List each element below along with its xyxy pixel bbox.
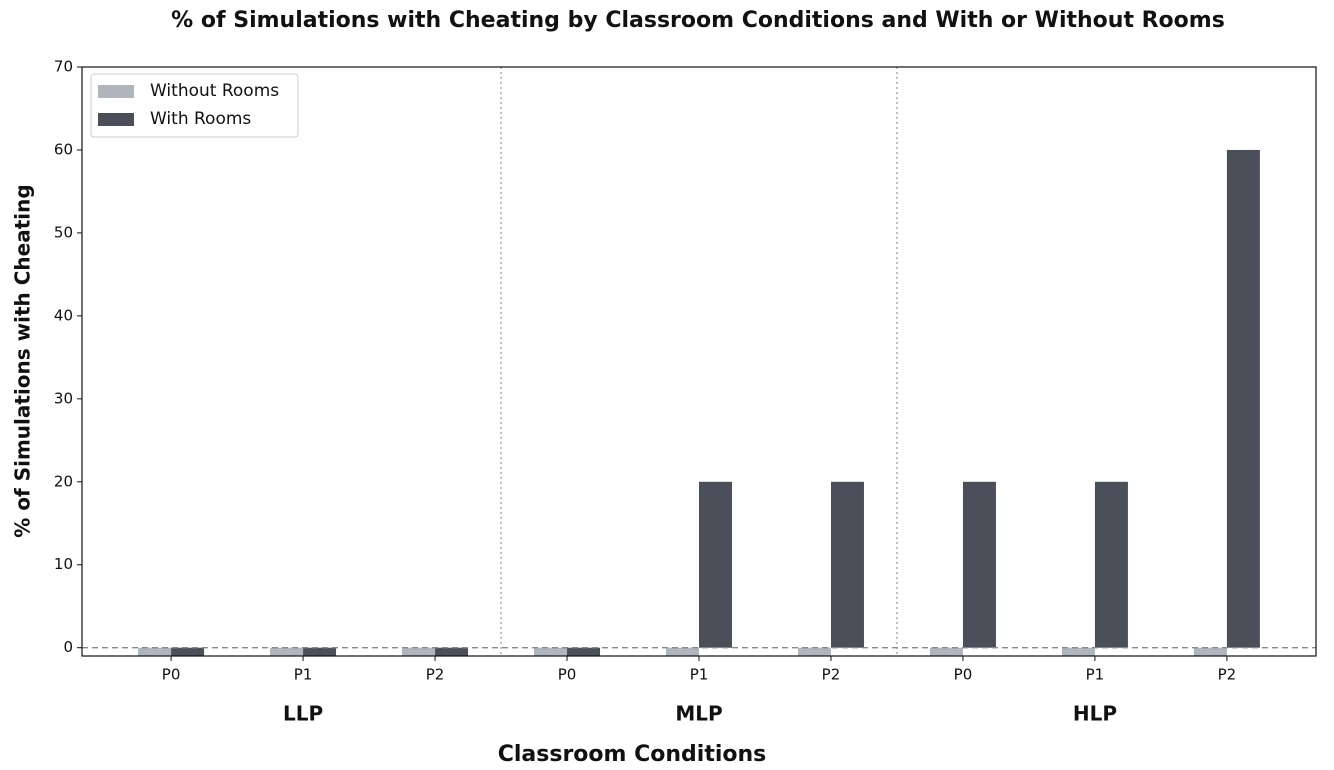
- legend-box: [90, 73, 299, 138]
- y-tick-label: 60: [54, 140, 73, 158]
- bar: [830, 481, 864, 648]
- x-tick-label: P2: [426, 666, 445, 684]
- plot-frame: [81, 66, 1317, 657]
- bar: [435, 647, 469, 656]
- bar: [534, 647, 568, 656]
- legend-label: With Rooms: [150, 109, 251, 129]
- x-axis-label: Classroom Conditions: [498, 742, 767, 767]
- bar: [171, 647, 205, 656]
- x-tick-label: P1: [1086, 666, 1105, 684]
- y-tick-label: 30: [54, 389, 73, 407]
- x-tick-label: P1: [690, 666, 709, 684]
- group-label: MLP: [675, 702, 722, 726]
- x-tick-label: P0: [954, 666, 973, 684]
- bar: [797, 647, 831, 656]
- legend-swatch: [98, 85, 134, 98]
- bar: [402, 647, 436, 656]
- y-tick-label: 50: [54, 223, 73, 241]
- bar: [138, 647, 172, 656]
- y-tick-label: 40: [54, 306, 73, 324]
- x-tick-label: P2: [1218, 666, 1237, 684]
- bar: [270, 647, 304, 656]
- y-tick-label: 0: [63, 638, 73, 656]
- y-tick-label: 10: [54, 555, 73, 573]
- bar: [1193, 647, 1227, 656]
- bar: [1061, 647, 1095, 656]
- y-tick-label: 70: [54, 58, 73, 76]
- x-tick-label: P0: [162, 666, 181, 684]
- bar: [567, 647, 601, 656]
- bar: [962, 481, 996, 648]
- group-label: HLP: [1073, 702, 1117, 726]
- bar: [1094, 481, 1128, 648]
- legend: Without Rooms With Rooms: [90, 73, 299, 138]
- bar: [1226, 149, 1260, 648]
- x-tick-label: P2: [822, 666, 841, 684]
- group-label: LLP: [283, 702, 323, 726]
- x-tick-label: P1: [294, 666, 313, 684]
- y-tick-label: 20: [54, 472, 73, 490]
- y-axis-label: % of Simulations with Cheating: [11, 184, 35, 537]
- legend-label: Without Rooms: [150, 81, 279, 101]
- chart-title: % of Simulations with Cheating by Classr…: [171, 8, 1225, 33]
- x-tick-label: P0: [558, 666, 577, 684]
- bar: [929, 647, 963, 656]
- legend-swatch: [98, 113, 134, 126]
- bar: [699, 481, 732, 648]
- bar: [666, 647, 699, 656]
- bar: [303, 647, 337, 656]
